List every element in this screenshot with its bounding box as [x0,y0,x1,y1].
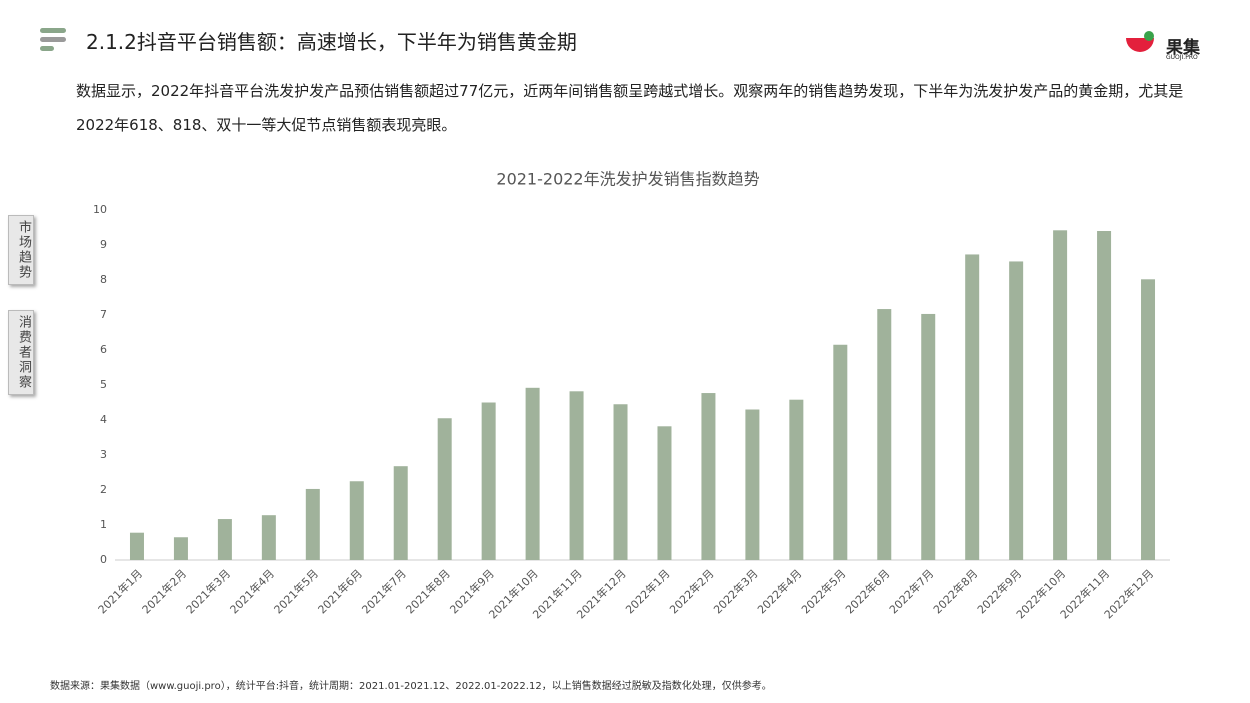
bar [129,532,144,560]
y-tick-label: 1 [100,518,107,531]
bar [657,426,672,560]
side-tab[interactable]: 消费者洞察 [8,310,34,395]
x-tick-label: 2022年2月 [666,566,716,616]
y-tick-label: 7 [100,308,107,321]
bar [173,537,188,560]
x-tick-label: 2022年8月 [930,566,980,616]
x-tick-label: 2021年1月 [95,566,145,616]
y-tick-label: 3 [100,448,107,461]
y-tick-label: 8 [100,273,107,286]
x-tick-label: 2021年7月 [359,566,409,616]
side-tab[interactable]: 市场趋势 [8,215,34,285]
x-tick-label: 2022年6月 [842,566,892,616]
y-tick-label: 10 [93,203,107,216]
page-title: 2.1.2抖音平台销售额：高速增长，下半年为销售黄金期 [86,30,577,54]
x-tick-label: 2021年6月 [315,566,365,616]
footer: 数据来源：果集数据（www.guoji.pro），统计平台:抖音，统计周期：20… [50,681,772,692]
bar [525,387,540,560]
x-tick-label: 2021年2月 [139,566,189,616]
bar [965,254,980,560]
bar [921,313,936,560]
bar [437,418,452,560]
x-tick-label: 2022年4月 [754,566,804,616]
bar [833,344,848,560]
bar [1097,231,1112,560]
x-tick-label: 2021年4月 [227,566,277,616]
x-tick-label: 2022年3月 [710,566,760,616]
menu-icon [40,37,66,42]
bar [613,404,628,560]
y-tick-label: 0 [100,553,107,566]
summary: 数据显示，2022年抖音平台洗发护发产品预估销售额超过77亿元，近两年间销售额呈… [76,82,1184,134]
menu-icon [40,28,66,33]
logo-icon [1144,31,1154,41]
bar [701,393,716,560]
bar [789,399,804,560]
x-tick-label: 2022年5月 [798,566,848,616]
bar [1009,261,1024,560]
bar [217,519,232,560]
y-tick-label: 2 [100,483,107,496]
bar [877,309,892,560]
x-tick-label: 2021年8月 [403,566,453,616]
bar [349,481,364,560]
bar [569,391,584,560]
bar [393,466,408,560]
y-tick-label: 5 [100,378,107,391]
bar [261,515,276,560]
y-tick-label: 4 [100,413,107,426]
menu-icon [40,46,54,51]
x-tick-label: 2022年1月 [623,566,673,616]
x-tick-label: 2021年5月 [271,566,321,616]
x-tick-label: 2022年7月 [886,566,936,616]
bar [481,402,496,560]
y-tick-label: 9 [100,238,107,251]
bar [305,488,320,560]
bar [1141,279,1156,560]
bar [745,409,760,560]
logo-icon [1126,38,1154,52]
chart-title: 2021-2022年洗发护发销售指数趋势 [496,170,759,189]
bar [1053,230,1068,561]
logo-sub: GUOJI.PRO [1166,54,1198,61]
logo: 果集 [1166,38,1200,58]
y-tick-label: 6 [100,343,107,356]
x-tick-label: 2021年3月 [183,566,233,616]
